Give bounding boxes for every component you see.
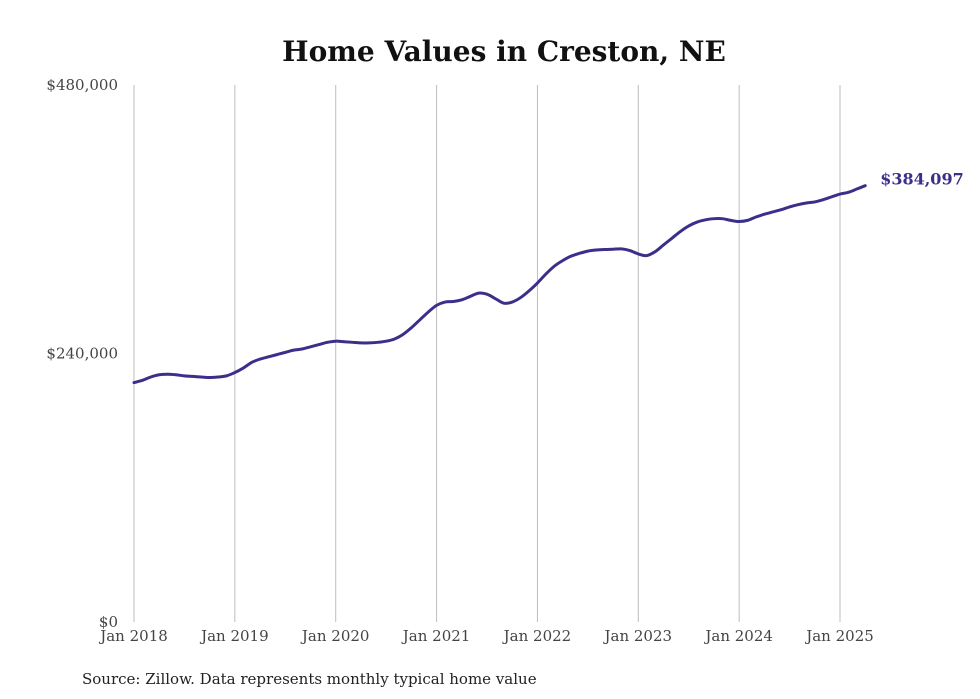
y-tick-label: $0 [99, 613, 118, 631]
x-tick-label: Jan 2022 [502, 627, 572, 645]
x-tick-label: Jan 2020 [300, 627, 370, 645]
y-tick-label: $480,000 [46, 76, 118, 94]
end-value-label: $384,097 [880, 170, 964, 189]
x-axis-ticks: Jan 2018 Jan 2019 Jan 2020 Jan 2021 Jan 2022… [98, 627, 874, 645]
chart-title: Home Values in Creston, NE [282, 35, 726, 68]
x-tick-label: Jan 2018 [98, 627, 168, 645]
x-tick-label: Jan 2025 [804, 627, 874, 645]
x-tick-label: Jan 2019 [199, 627, 269, 645]
x-tick-label: Jan 2023 [603, 627, 673, 645]
y-tick-label: $240,000 [46, 345, 118, 363]
source-note: Source: Zillow. Data represents monthly … [82, 670, 537, 688]
grid-lines [133, 85, 841, 622]
y-axis-ticks: $0 $240,000 $480,000 [46, 76, 118, 631]
series-line [132, 184, 867, 385]
x-tick-label: Jan 2021 [401, 627, 471, 645]
x-tick-label: Jan 2024 [703, 627, 773, 645]
series-layer: $384,097 [132, 170, 964, 385]
